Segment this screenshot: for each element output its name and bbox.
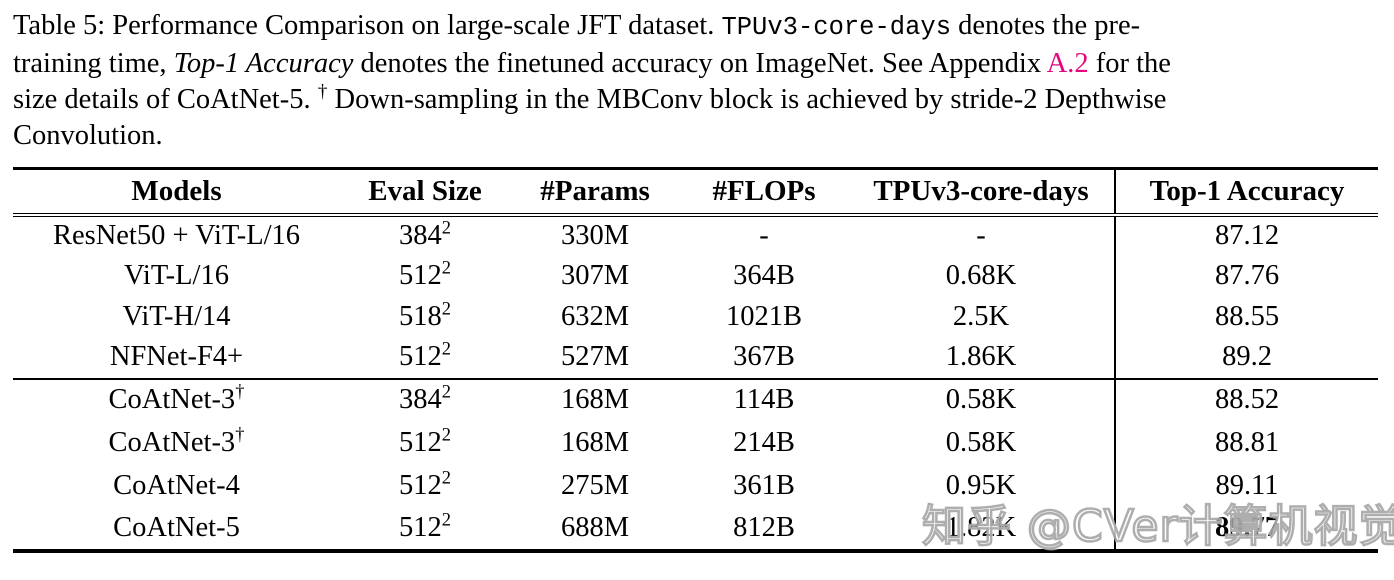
table-row: ResNet50 + ViT-L/16 3842 330M - - 87.12 bbox=[13, 214, 1378, 256]
cell-top1: 89.11 bbox=[1114, 464, 1378, 508]
cell-model: ViT-L/16 bbox=[124, 259, 229, 291]
table-row: CoAtNet-3† 5122 168M 214B 0.58K 88.81 bbox=[13, 421, 1378, 465]
table-row: ViT-L/16 5122 307M 364B 0.68K 87.76 bbox=[13, 255, 1378, 297]
tpu-core-days-code: TPUv3-core-days bbox=[721, 13, 951, 42]
cell-tpu-days: 2.5K bbox=[952, 300, 1010, 332]
caption-text: denotes the finetuned accuracy on ImageN… bbox=[353, 48, 1047, 79]
table-row: CoAtNet-4 5122 275M 361B 0.95K 89.11 bbox=[13, 464, 1378, 508]
cell-eval-size: 5122 bbox=[398, 257, 451, 291]
caption-line-2: training time, Top-1 Accuracy denotes th… bbox=[13, 46, 1385, 82]
dagger-footnote-mark: † bbox=[317, 81, 328, 103]
baseline-models-group: ResNet50 + ViT-L/16 3842 330M - - 87.12 … bbox=[13, 214, 1378, 379]
cell-model: ResNet50 + ViT-L/16 bbox=[52, 219, 301, 251]
cell-top1: 87.76 bbox=[1114, 255, 1378, 297]
table-row: NFNet-F4+ 5122 527M 367B 1.86K 89.2 bbox=[13, 337, 1378, 379]
caption-line-1: Table 5: Performance Comparison on large… bbox=[13, 8, 1385, 46]
cell-tpu-days: 1.86K bbox=[945, 341, 1017, 373]
cell-model: NFNet-F4+ bbox=[109, 341, 244, 373]
caption-text: for the bbox=[1088, 48, 1171, 79]
caption-text: training time, bbox=[13, 48, 174, 79]
cell-params: 168M bbox=[560, 426, 630, 458]
cell-top1: 87.12 bbox=[1114, 214, 1378, 256]
cell-flops: 214B bbox=[733, 426, 795, 458]
results-table: Models Eval Size #Params #FLOPs TPUv3-co… bbox=[13, 167, 1378, 553]
top1-accuracy-italic: Top-1 Accuracy bbox=[173, 48, 354, 79]
caption-text: denotes the pre- bbox=[951, 10, 1141, 41]
cell-params: 632M bbox=[560, 300, 630, 332]
caption-line-4: Convolution. bbox=[13, 118, 1385, 154]
cell-tpu-days: 0.58K bbox=[945, 426, 1017, 458]
cell-model: CoAtNet-5 bbox=[113, 511, 240, 543]
cell-eval-size: 5122 bbox=[398, 424, 451, 458]
table-caption: Table 5: Performance Comparison on large… bbox=[13, 8, 1385, 154]
cell-flops: 361B bbox=[733, 469, 795, 501]
header-top1-accuracy: Top-1 Accuracy bbox=[1114, 168, 1378, 215]
cell-tpu-days: 1.82K bbox=[945, 511, 1017, 543]
cell-params: 527M bbox=[560, 341, 630, 373]
cell-flops: - bbox=[759, 219, 769, 251]
cell-params: 307M bbox=[560, 259, 630, 291]
table-row: CoAtNet-3† 3842 168M 114B 0.58K 88.52 bbox=[13, 378, 1378, 422]
cell-model: CoAtNet-3† bbox=[108, 381, 245, 416]
cell-params: 275M bbox=[560, 469, 630, 501]
header-flops: #FLOPs bbox=[712, 174, 816, 207]
table-row: ViT-H/14 5182 632M 1021B 2.5K 88.55 bbox=[13, 296, 1378, 338]
caption-text: size details of CoAtNet-5. bbox=[13, 84, 318, 115]
table-row: CoAtNet-5 5122 688M 812B 1.82K 89.77 bbox=[13, 507, 1378, 551]
cell-eval-size: 3842 bbox=[398, 217, 451, 251]
caption-text: Table 5: Performance Comparison on large… bbox=[13, 10, 722, 41]
cell-params: 330M bbox=[560, 219, 630, 251]
header-eval-size: Eval Size bbox=[368, 174, 482, 207]
cell-top1: 88.55 bbox=[1114, 296, 1378, 338]
caption-text: Convolution. bbox=[13, 120, 163, 151]
cell-top1: 89.2 bbox=[1114, 337, 1378, 379]
cell-flops: 812B bbox=[733, 511, 795, 543]
header-models: Models bbox=[131, 174, 222, 207]
appendix-a2-link[interactable]: A.2 bbox=[1046, 48, 1089, 79]
header-tpu-core-days: TPUv3-core-days bbox=[873, 174, 1089, 207]
table-header-row: Models Eval Size #Params #FLOPs TPUv3-co… bbox=[13, 168, 1378, 215]
cell-eval-size: 5182 bbox=[398, 298, 451, 332]
coatnet-models-group: CoAtNet-3† 3842 168M 114B 0.58K 88.52 Co… bbox=[13, 378, 1378, 551]
cell-eval-size: 5122 bbox=[398, 509, 451, 543]
cell-eval-size: 5122 bbox=[398, 467, 451, 501]
cell-tpu-days: 0.58K bbox=[945, 384, 1017, 416]
caption-text: Down-sampling in the MBConv block is ach… bbox=[327, 84, 1167, 115]
cell-eval-size: 5122 bbox=[398, 338, 451, 373]
cell-flops: 367B bbox=[733, 341, 795, 373]
cell-flops: 1021B bbox=[725, 300, 802, 332]
cell-params: 168M bbox=[560, 384, 630, 416]
cell-top1: 88.52 bbox=[1114, 378, 1378, 422]
header-params: #Params bbox=[540, 174, 650, 207]
cell-top1-best: 89.77 bbox=[1114, 507, 1378, 551]
cell-model: ViT-H/14 bbox=[122, 300, 231, 332]
caption-line-3: size details of CoAtNet-5. † Down-sampli… bbox=[13, 82, 1385, 118]
cell-top1: 88.81 bbox=[1114, 421, 1378, 465]
cell-model: CoAtNet-3† bbox=[108, 424, 245, 458]
cell-flops: 364B bbox=[733, 259, 795, 291]
cell-tpu-days: 0.95K bbox=[945, 469, 1017, 501]
cell-model: CoAtNet-4 bbox=[113, 469, 240, 501]
cell-params: 688M bbox=[560, 511, 630, 543]
cell-tpu-days: 0.68K bbox=[945, 259, 1017, 291]
cell-tpu-days: - bbox=[976, 219, 986, 251]
cell-flops: 114B bbox=[733, 384, 795, 416]
cell-eval-size: 3842 bbox=[398, 381, 451, 416]
